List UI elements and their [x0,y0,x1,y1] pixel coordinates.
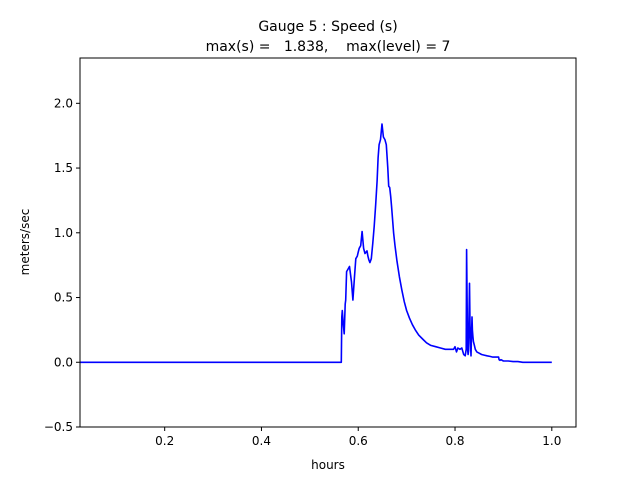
y-tick-label: 0.0 [54,355,73,369]
speed-series-line [80,123,552,364]
y-tick-label: −0.5 [44,420,73,434]
x-axis-ticks: 0.2 0.4 0.6 0.8 1.0 [155,427,561,448]
y-axis-label: meters/sec [18,209,32,276]
y-tick-label: 1.0 [54,226,73,240]
chart-title: Gauge 5 : Speed (s) [258,19,397,35]
y-axis-ticks: −0.5 0.0 0.5 1.0 1.5 2.0 [44,96,80,434]
y-tick-label: 1.5 [54,161,73,175]
x-tick-label: 0.4 [252,434,271,448]
x-tick-label: 0.8 [445,434,464,448]
x-tick-label: 0.6 [349,434,368,448]
y-tick-label: 2.0 [54,96,73,110]
chart-subtitle: max(s) = 1.838, max(level) = 7 [206,39,451,55]
y-tick-label: 0.5 [54,291,73,305]
axes-frame [79,57,577,428]
x-axis-label: hours [311,458,345,472]
x-tick-label: 1.0 [542,434,561,448]
series-layer [80,123,552,364]
x-tick-label: 0.2 [155,434,174,448]
